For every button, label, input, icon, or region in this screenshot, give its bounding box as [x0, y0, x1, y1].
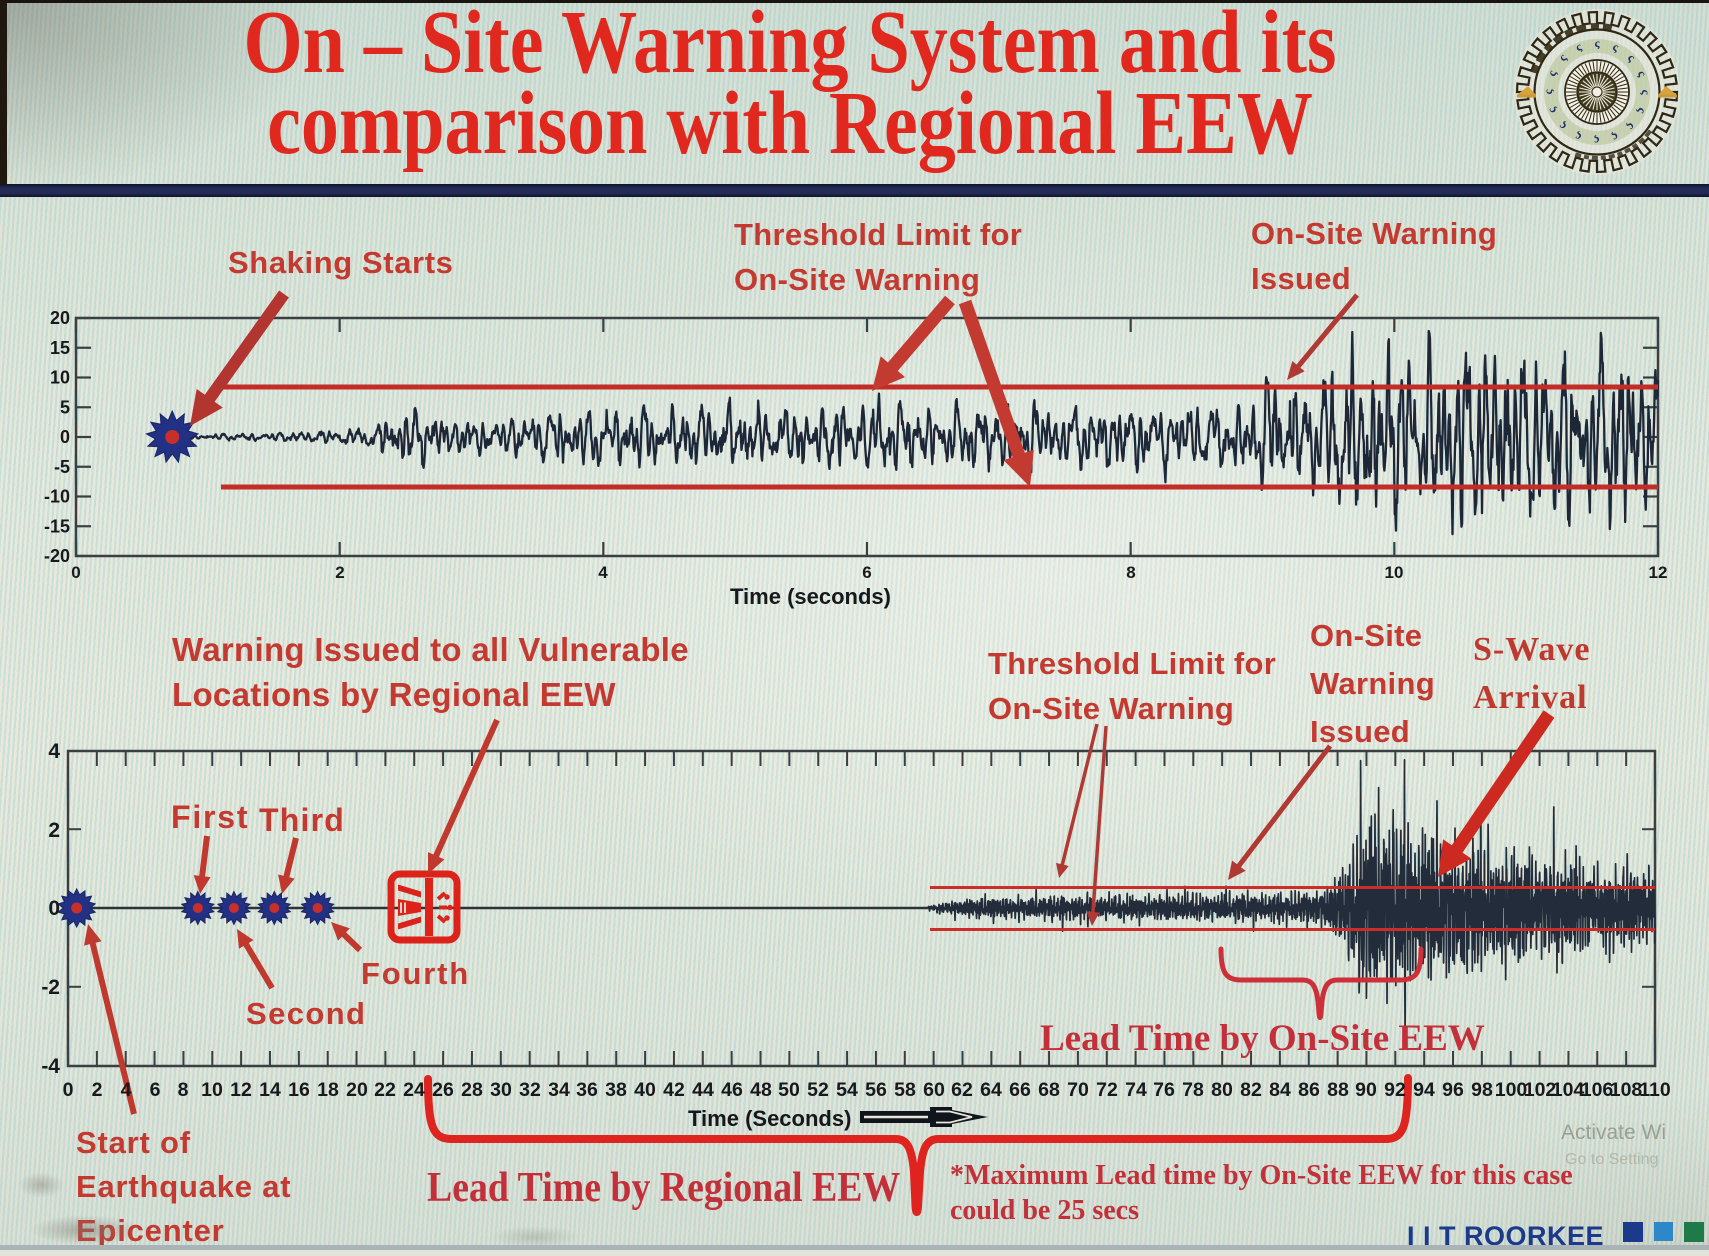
svg-text:24: 24: [403, 1079, 425, 1101]
svg-text:8: 8: [178, 1079, 189, 1101]
svg-text:34: 34: [548, 1079, 570, 1101]
svg-text:98: 98: [1471, 1079, 1493, 1101]
svg-text:-2: -2: [41, 976, 60, 999]
svg-text:16: 16: [288, 1079, 310, 1101]
svg-text:50: 50: [778, 1079, 800, 1101]
svg-text:58: 58: [894, 1079, 916, 1101]
svg-text:110: 110: [1639, 1079, 1671, 1101]
svg-text:94: 94: [1413, 1079, 1435, 1101]
svg-text:Time (seconds): Time (seconds): [730, 584, 891, 609]
svg-text:12: 12: [230, 1079, 252, 1101]
svg-text:38: 38: [605, 1079, 627, 1101]
svg-text:70: 70: [1067, 1079, 1089, 1101]
svg-text:14: 14: [259, 1079, 281, 1101]
svg-text:106: 106: [1581, 1079, 1614, 1101]
svg-text:100: 100: [1495, 1079, 1528, 1101]
svg-text:60: 60: [923, 1079, 945, 1101]
svg-text:ς: ς: [1611, 39, 1622, 54]
svg-text:84: 84: [1269, 1079, 1291, 1101]
svg-text:86: 86: [1298, 1079, 1320, 1101]
svg-text:8: 8: [1126, 563, 1135, 582]
svg-text:-20: -20: [44, 546, 70, 566]
svg-text:5: 5: [60, 397, 70, 417]
svg-text:56: 56: [865, 1079, 887, 1101]
svg-text:ς: ς: [1544, 67, 1559, 78]
svg-text:64: 64: [980, 1079, 1002, 1101]
svg-text:108: 108: [1610, 1079, 1643, 1101]
svg-text:32: 32: [519, 1079, 541, 1101]
svg-text:ς: ς: [1544, 105, 1559, 116]
svg-text:76: 76: [1153, 1079, 1175, 1101]
svg-text:74: 74: [1125, 1079, 1147, 1101]
svg-text:46: 46: [721, 1079, 743, 1101]
svg-text:12: 12: [1649, 563, 1668, 582]
svg-text:0: 0: [60, 427, 70, 447]
svg-text:ς: ς: [1573, 39, 1584, 54]
svg-text:20: 20: [50, 308, 70, 328]
svg-text:104: 104: [1552, 1079, 1585, 1101]
svg-text:92: 92: [1384, 1079, 1406, 1101]
svg-text:44: 44: [692, 1079, 714, 1101]
svg-text:26: 26: [432, 1079, 454, 1101]
svg-text:ς: ς: [1635, 106, 1650, 117]
svg-text:96: 96: [1442, 1079, 1464, 1101]
svg-text:30: 30: [490, 1079, 512, 1101]
svg-text:18: 18: [317, 1079, 339, 1101]
svg-text:4: 4: [598, 563, 608, 582]
svg-text:22: 22: [374, 1079, 396, 1101]
svg-text:6: 6: [150, 1079, 161, 1101]
svg-text:10: 10: [50, 368, 70, 388]
svg-text:88: 88: [1327, 1079, 1349, 1101]
svg-text:ς: ς: [1610, 130, 1621, 145]
svg-text:0: 0: [48, 897, 60, 920]
svg-text:72: 72: [1096, 1079, 1118, 1101]
svg-text:ς: ς: [1635, 68, 1650, 79]
svg-text:68: 68: [1038, 1079, 1060, 1101]
svg-text:36: 36: [576, 1079, 598, 1101]
svg-text:90: 90: [1355, 1079, 1377, 1101]
svg-text:40: 40: [634, 1079, 656, 1101]
svg-text:54: 54: [836, 1079, 858, 1101]
svg-text:-15: -15: [44, 516, 70, 536]
svg-text:-10: -10: [44, 487, 70, 507]
svg-text:2: 2: [48, 819, 60, 842]
svg-text:52: 52: [807, 1079, 829, 1101]
svg-text:4: 4: [121, 1079, 132, 1101]
svg-text:ς: ς: [1572, 130, 1583, 145]
svg-text:Time (Seconds): Time (Seconds): [688, 1106, 851, 1131]
svg-text:42: 42: [663, 1079, 685, 1101]
svg-text:ς: ς: [1639, 89, 1653, 95]
svg-text:ς: ς: [1541, 89, 1555, 95]
svg-text:-4: -4: [41, 1055, 60, 1078]
svg-text:48: 48: [750, 1079, 772, 1101]
svg-text:2: 2: [92, 1079, 103, 1101]
svg-text:20: 20: [346, 1079, 368, 1101]
svg-text:28: 28: [461, 1079, 483, 1101]
svg-text:4: 4: [48, 740, 60, 763]
svg-text:ς: ς: [1594, 36, 1600, 50]
svg-text:15: 15: [50, 338, 70, 358]
svg-text:ς: ς: [1594, 134, 1600, 148]
svg-text:6: 6: [862, 563, 871, 582]
svg-text:10: 10: [1385, 563, 1404, 582]
svg-text:102: 102: [1524, 1079, 1557, 1101]
svg-text:66: 66: [1009, 1079, 1031, 1101]
svg-text:0: 0: [71, 563, 80, 582]
svg-text:80: 80: [1211, 1079, 1233, 1101]
svg-text:62: 62: [951, 1079, 973, 1101]
svg-text:0: 0: [63, 1079, 74, 1101]
svg-text:82: 82: [1240, 1079, 1262, 1101]
svg-text:78: 78: [1182, 1079, 1204, 1101]
svg-text:-5: -5: [54, 457, 70, 477]
svg-text:10: 10: [201, 1079, 223, 1101]
svg-text:2: 2: [335, 563, 344, 582]
